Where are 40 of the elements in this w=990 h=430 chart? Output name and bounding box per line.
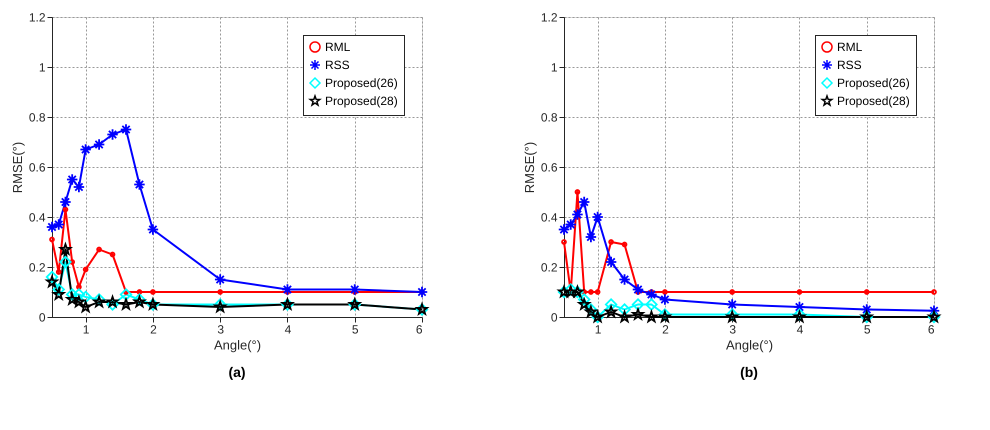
y-tick-label: 0 (550, 310, 558, 324)
legend-label: Proposed(26) (325, 76, 398, 90)
x-tick-label: 5 (864, 322, 871, 336)
y-tick-label: 0.2 (540, 260, 558, 274)
text: (b) (740, 364, 758, 380)
x-tick-label: 3 (729, 322, 736, 336)
legend-label: Proposed(26) (837, 76, 910, 90)
x-tick-label: 6 (928, 322, 935, 336)
y-tick-label: 0 (38, 310, 46, 324)
legend-label: Proposed(28) (325, 94, 398, 108)
x-tick-label: 1 (82, 322, 90, 336)
y-tick-label: 0.4 (28, 210, 46, 224)
text: (a) (228, 364, 246, 380)
y-tick-label: 0.6 (540, 160, 558, 174)
y-tick-label: 0.8 (540, 110, 558, 124)
x-axis-title: Angle(°) (214, 338, 262, 352)
x-tick-label: 4 (284, 322, 292, 336)
y-tick-label: 1 (38, 60, 46, 74)
legend-label: RSS (837, 58, 862, 72)
y-axis-title: RMSE(°) (522, 142, 537, 194)
legend-label: RML (325, 40, 351, 54)
x-axis-title: Angle(°) (726, 338, 774, 352)
x-tick-label: 2 (150, 322, 158, 336)
y-tick-label: 0.8 (28, 110, 46, 124)
legend-label: Proposed(28) (837, 94, 910, 108)
y-tick-label: 0.4 (540, 210, 558, 224)
y-tick-label: 1.2 (28, 10, 46, 24)
x-tick-label: 3 (217, 322, 224, 336)
x-tick-label: 5 (352, 322, 359, 336)
y-tick-label: 1.2 (540, 10, 558, 24)
y-tick-label: 0.2 (28, 260, 46, 274)
y-tick-label: 1 (550, 60, 558, 74)
x-tick-label: 1 (594, 322, 602, 336)
x-tick-label: 2 (662, 322, 670, 336)
x-tick-label: 6 (416, 322, 423, 336)
y-tick-label: 0.6 (28, 160, 46, 174)
legend-label: RSS (325, 58, 350, 72)
legend-label: RML (837, 40, 863, 54)
x-tick-label: 4 (796, 322, 804, 336)
y-axis-title: RMSE(°) (10, 142, 25, 194)
